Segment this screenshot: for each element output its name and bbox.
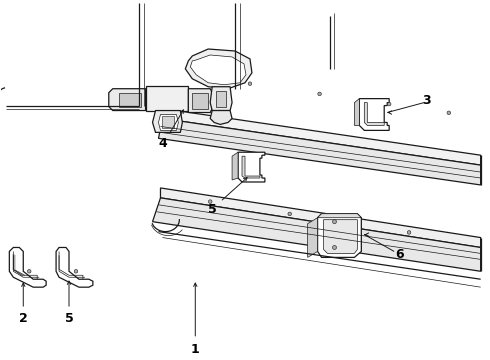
Polygon shape: [161, 188, 481, 247]
Polygon shape: [188, 89, 212, 113]
Polygon shape: [323, 220, 357, 253]
Polygon shape: [185, 49, 252, 89]
Polygon shape: [308, 218, 318, 257]
Polygon shape: [158, 114, 178, 130]
Circle shape: [74, 270, 78, 273]
Polygon shape: [152, 198, 481, 271]
Polygon shape: [163, 117, 174, 129]
Circle shape: [248, 82, 252, 85]
Circle shape: [407, 231, 411, 234]
Polygon shape: [163, 109, 481, 165]
Polygon shape: [210, 111, 232, 125]
Text: 1: 1: [191, 343, 199, 356]
Polygon shape: [242, 156, 260, 178]
Polygon shape: [238, 152, 265, 182]
Text: 2: 2: [19, 312, 27, 325]
Circle shape: [333, 246, 337, 249]
Polygon shape: [318, 214, 361, 218]
Circle shape: [318, 92, 321, 96]
Circle shape: [388, 102, 391, 106]
Circle shape: [288, 212, 292, 216]
Polygon shape: [190, 55, 246, 85]
Text: 6: 6: [395, 248, 403, 261]
Polygon shape: [158, 118, 481, 185]
Polygon shape: [365, 103, 384, 125]
Polygon shape: [216, 91, 226, 107]
Polygon shape: [146, 86, 188, 111]
Circle shape: [208, 200, 212, 203]
Polygon shape: [359, 99, 389, 130]
Circle shape: [447, 111, 451, 114]
Polygon shape: [109, 89, 146, 111]
Text: 3: 3: [423, 94, 431, 107]
Polygon shape: [119, 93, 141, 107]
Polygon shape: [192, 93, 208, 109]
Polygon shape: [9, 247, 46, 287]
Polygon shape: [152, 111, 182, 132]
Polygon shape: [354, 99, 359, 125]
Circle shape: [27, 270, 31, 273]
Text: 5: 5: [65, 312, 74, 325]
Polygon shape: [210, 87, 232, 111]
Text: 5: 5: [208, 203, 217, 216]
Polygon shape: [232, 152, 238, 180]
Polygon shape: [56, 247, 93, 287]
Circle shape: [333, 220, 337, 224]
Polygon shape: [318, 214, 361, 257]
Text: 4: 4: [158, 137, 167, 150]
